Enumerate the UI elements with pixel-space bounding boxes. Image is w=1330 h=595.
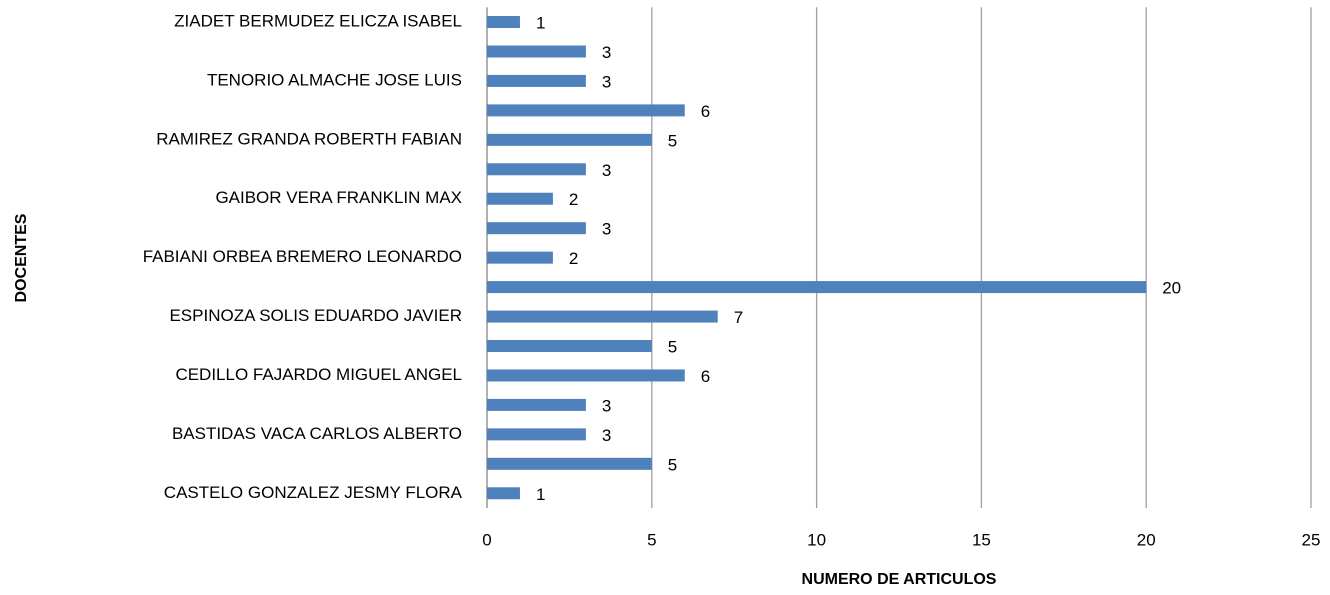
bar [487, 16, 520, 29]
x-tick-label: 15 [972, 530, 991, 549]
bar [487, 163, 586, 176]
y-tick-label: CASTELO GONZALEZ JESMY FLORA [164, 483, 463, 502]
data-label: 5 [668, 337, 677, 356]
bar [487, 369, 685, 382]
y-tick-label: FABIANI ORBEA BREMERO LEONARDO [143, 247, 462, 266]
data-label: 1 [536, 14, 545, 33]
data-label: 3 [602, 161, 611, 180]
data-label: 3 [602, 72, 611, 91]
x-tick-label: 0 [482, 530, 491, 549]
data-label: 2 [569, 249, 578, 268]
bar [487, 310, 718, 323]
data-label: 3 [602, 426, 611, 445]
bar [487, 104, 685, 117]
data-label: 20 [1162, 279, 1181, 298]
bar [487, 428, 586, 441]
bar [487, 398, 586, 411]
y-tick-label: RAMIREZ GRANDA ROBERTH FABIAN [156, 129, 462, 148]
y-tick-label: CEDILLO FAJARDO MIGUEL ANGEL [175, 365, 462, 384]
y-tick-label: ESPINOZA SOLIS EDUARDO JAVIER [169, 306, 462, 325]
bar [487, 222, 586, 235]
data-label: 1 [536, 485, 545, 504]
data-label: 5 [668, 131, 677, 150]
bar [487, 340, 652, 353]
y-tick-label: TENORIO ALMACHE JOSE LUIS [207, 70, 462, 89]
bar [487, 281, 1147, 294]
data-label: 6 [701, 367, 710, 386]
data-label: 6 [701, 102, 710, 121]
data-label: 5 [668, 455, 677, 474]
data-label: 7 [734, 308, 743, 327]
x-tick-label: 5 [647, 530, 656, 549]
data-label: 3 [602, 396, 611, 415]
bar [487, 45, 586, 58]
x-tick-label: 10 [807, 530, 826, 549]
y-axis-title: DOCENTES [13, 213, 30, 302]
x-axis-title: NUMERO DE ARTICULOS [802, 571, 997, 588]
data-label: 3 [602, 43, 611, 62]
bar [487, 487, 520, 500]
bar [487, 251, 553, 264]
y-tick-label: GAIBOR VERA FRANKLIN MAX [215, 188, 462, 207]
bar [487, 457, 652, 470]
x-tick-label: 20 [1137, 530, 1156, 549]
y-tick-label: ZIADET BERMUDEZ ELICZA ISABEL [174, 12, 462, 31]
bar [487, 133, 652, 146]
data-label: 2 [569, 190, 578, 209]
bar [487, 74, 586, 87]
bar [487, 192, 553, 205]
data-label: 3 [602, 220, 611, 239]
x-tick-label: 25 [1302, 530, 1321, 549]
y-tick-label: BASTIDAS VACA CARLOS ALBERTO [172, 424, 462, 443]
